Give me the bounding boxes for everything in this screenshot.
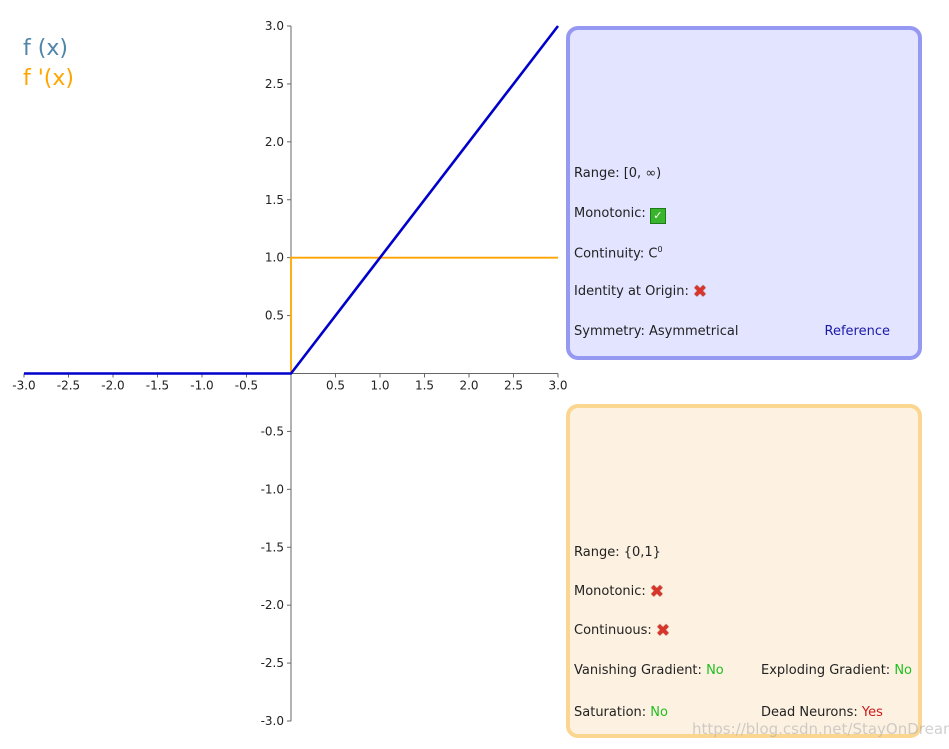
df-dead-label: Dead Neurons: [761, 705, 858, 720]
y-tick-label: 0.5 [265, 309, 284, 323]
df-continuous: Continuous: ✖ [574, 621, 671, 641]
series-df-line [24, 256, 558, 375]
legend-df: f '(x) [23, 66, 74, 91]
y-tick-label: -2.5 [261, 656, 284, 670]
function-properties-panel: Range: [0, ∞) Monotonic: ✓ Continuity: C0… [566, 26, 922, 360]
y-tick-label: 1.0 [265, 251, 284, 265]
derivative-properties-panel: Range: {0,1} Monotonic: ✖ Continuous: ✖ Va… [566, 404, 922, 738]
df-saturation-value: No [650, 705, 668, 720]
df-exploding: Exploding Gradient: No [761, 663, 912, 678]
x-tick-label: 2.0 [459, 379, 478, 393]
f-range: Range: [0, ∞) [574, 166, 662, 181]
cross-icon: ✖ [692, 282, 708, 302]
legend: f (x) f '(x) [23, 34, 74, 94]
x-tick-label: -2.0 [101, 379, 124, 393]
f-monotonic: Monotonic: ✓ [574, 206, 666, 224]
y-tick-label: 3.0 [265, 19, 284, 33]
check-icon: ✓ [649, 208, 666, 224]
f-continuity-sup: 0 [657, 245, 663, 254]
y-tick-label: 1.5 [265, 193, 284, 207]
f-continuity-label: Continuity: C [574, 246, 658, 262]
x-tick-label: 1.5 [415, 379, 434, 393]
f-identity: Identity at Origin: ✖ [574, 282, 708, 302]
watermark: https://blog.csdn.net/StayOnDream [692, 720, 949, 738]
df-exploding-label: Exploding Gradient: [761, 663, 891, 678]
df-saturation-label: Saturation: [574, 705, 647, 720]
f-monotonic-label: Monotonic: [574, 206, 646, 221]
y-tick-label: -3.0 [261, 714, 284, 728]
cross-icon: ✖ [655, 621, 671, 641]
x-tick-label: -1.0 [190, 379, 213, 393]
y-tick-label: -1.0 [261, 482, 284, 496]
series-f-line [24, 25, 560, 375]
x-tick-label: 0.5 [326, 379, 345, 393]
df-exploding-value: No [894, 663, 913, 678]
df-range: Range: {0,1} [574, 545, 661, 560]
x-tick-label: -2.5 [57, 379, 80, 393]
df-monotonic: Monotonic: ✖ [574, 582, 665, 602]
x-tick-label: -3.0 [12, 379, 35, 393]
y-tick-label: -0.5 [261, 424, 284, 438]
y-tick-label: 2.0 [265, 135, 284, 149]
df-vanishing-value: No [706, 663, 724, 678]
df-saturation: Saturation: No [574, 705, 668, 720]
df-monotonic-label: Monotonic: [574, 584, 646, 599]
x-tick-label: -1.5 [146, 379, 169, 393]
y-tick-label: -2.0 [261, 598, 284, 612]
x-tick-label: 1.0 [370, 379, 389, 393]
f-identity-label: Identity at Origin: [574, 284, 689, 299]
df-vanishing-label: Vanishing Gradient: [574, 663, 702, 678]
x-tick-label: -0.5 [235, 379, 258, 393]
cross-icon: ✖ [649, 582, 665, 602]
df-vanishing: Vanishing Gradient: No [574, 663, 724, 678]
df-dead-neurons: Dead Neurons: Yes [761, 705, 883, 720]
y-tick-label: -1.5 [261, 540, 284, 554]
df-continuous-label: Continuous: [574, 623, 652, 638]
legend-f: f (x) [23, 36, 68, 61]
y-tick-label: 2.5 [265, 77, 284, 91]
x-tick-label: 3.0 [548, 379, 567, 393]
df-dead-value: Yes [861, 705, 883, 720]
reference-link[interactable]: Reference [824, 324, 890, 339]
x-tick-label: 2.5 [504, 379, 523, 393]
f-symmetry: Symmetry: Asymmetrical [574, 324, 739, 339]
f-continuity: Continuity: C0 [574, 245, 663, 261]
